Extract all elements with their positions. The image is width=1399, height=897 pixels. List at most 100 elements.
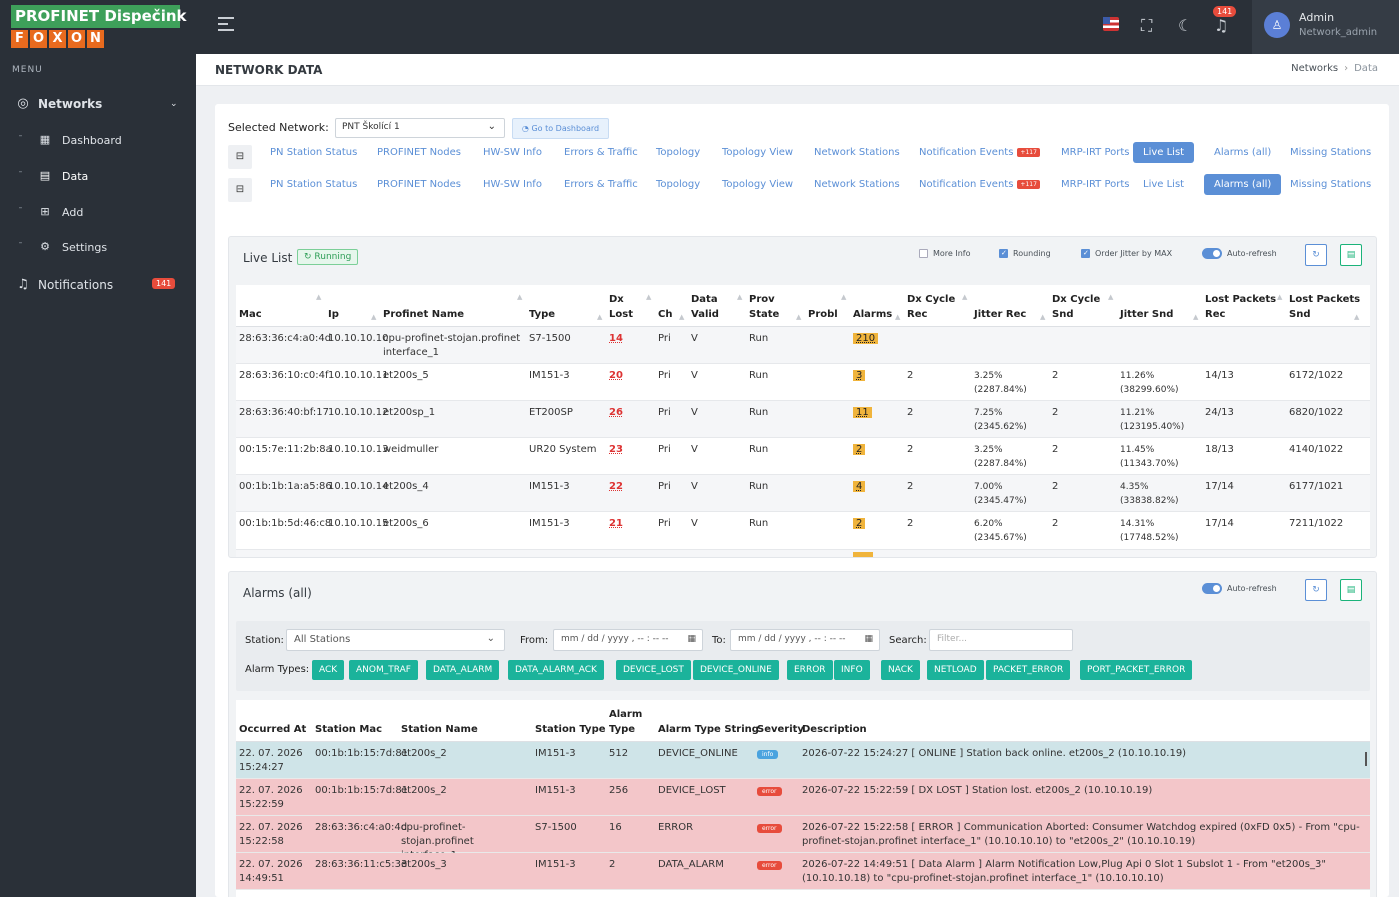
alarm-type-data-alarm-button[interactable]: DATA_ALARM: [426, 660, 500, 680]
alarm-count-badge[interactable]: 4: [853, 481, 866, 492]
sidebar-item-add[interactable]: ˉ ⊞ Add: [0, 205, 196, 219]
alarm-type-anom-traf-button[interactable]: ANOM_TRAF: [349, 660, 418, 680]
order-jitter-checkbox[interactable]: Order Jitter by MAX: [1081, 249, 1172, 258]
tab-topology[interactable]: Topology: [646, 174, 710, 195]
alarm-type-packet-error-button[interactable]: PACKET_ERROR: [986, 660, 1071, 680]
column-header[interactable]: Lost Packets Snd: [1289, 294, 1361, 320]
table-row[interactable]: 28:63:36:c4:a0:4d 10.10.10.10 cpu-profinet…: [236, 327, 1370, 364]
column-header[interactable]: Alarm Type: [609, 709, 643, 735]
alarm-type-info-button[interactable]: INFO: [834, 660, 870, 680]
column-header[interactable]: Data Valid: [691, 294, 719, 320]
sort-icon[interactable]: ▲: [316, 293, 322, 301]
sort-icon[interactable]: ▲: [679, 313, 685, 321]
rounding-checkbox[interactable]: Rounding: [999, 249, 1051, 258]
alarm-count-badge[interactable]: 210: [853, 333, 879, 344]
alarm-count-badge[interactable]: 2: [853, 518, 866, 529]
dx-lost-value[interactable]: 14: [609, 333, 623, 344]
tab-row-toggle-icon[interactable]: ⊟: [228, 145, 252, 169]
tab-hw-sw-info[interactable]: HW-SW Info: [473, 142, 552, 163]
alarm-count-badge[interactable]: 2: [853, 444, 866, 455]
dx-lost-value[interactable]: 22: [609, 481, 623, 492]
sort-icon[interactable]: ▲: [737, 293, 743, 301]
tab-missing-stations[interactable]: Missing Stations: [1280, 174, 1381, 195]
sidebar-item-networks[interactable]: ◎ Networks ⌄: [0, 96, 196, 112]
fullscreen-icon[interactable]: ⛶: [1141, 16, 1153, 35]
bell-icon[interactable]: ♫: [1214, 16, 1229, 35]
sort-icon[interactable]: ▲: [841, 293, 847, 301]
table-row[interactable]: 22. 07. 2026 14:49:51 28:63:36:11:c5:33 et2…: [236, 853, 1370, 890]
column-header[interactable]: Jitter Rec: [974, 309, 1027, 320]
tab-row-toggle-icon[interactable]: ⊟: [228, 178, 252, 202]
column-header[interactable]: Station Type: [535, 724, 606, 735]
column-header[interactable]: Occurred At: [239, 724, 307, 735]
dx-lost-value[interactable]: 21: [609, 518, 623, 529]
dx-lost-value[interactable]: 23: [609, 444, 623, 455]
sidebar-item-settings[interactable]: ˉ ⚙ Settings: [0, 240, 196, 254]
sidebar-item-data[interactable]: ˉ ▤ Data: [0, 169, 196, 183]
table-row[interactable]: 22. 07. 2026 15:22:58 28:63:36:c4:a0:4d cpu…: [236, 816, 1370, 861]
tab-pn-station-status[interactable]: PN Station Status: [260, 142, 367, 163]
sort-icon[interactable]: ▲: [597, 313, 603, 321]
column-header[interactable]: Dx Cycle Snd: [1052, 294, 1101, 320]
alarm-count-badge[interactable]: 11: [853, 407, 872, 418]
alarm-type-data-alarm-ack-button[interactable]: DATA_ALARM_ACK: [508, 660, 604, 680]
flag-us-icon[interactable]: [1103, 17, 1119, 31]
alarm-type-error-button[interactable]: ERROR: [787, 660, 833, 680]
column-header[interactable]: Type: [529, 309, 556, 320]
alarm-type-device-online-button[interactable]: DEVICE_ONLINE: [693, 660, 779, 680]
column-header[interactable]: Dx Cycle Rec: [907, 294, 956, 320]
tab-topology-view[interactable]: Topology View: [712, 142, 803, 163]
moon-icon[interactable]: ☾: [1178, 16, 1193, 35]
column-header[interactable]: Alarm Type String: [658, 724, 759, 735]
column-header[interactable]: Ip: [328, 309, 339, 320]
table-row[interactable]: 22. 07. 2026 15:22:59 00:1b:1b:15:7d:81 et2…: [236, 779, 1370, 816]
dx-lost-value[interactable]: 20: [609, 370, 623, 381]
column-header[interactable]: Mac: [239, 309, 262, 320]
breadcrumb-networks[interactable]: Networks: [1291, 63, 1339, 74]
tab-mrp-irt-ports[interactable]: MRP-IRT Ports: [1051, 174, 1140, 195]
from-datetime-input[interactable]: mm / dd / yyyy , -- : -- -- ▦: [553, 629, 703, 651]
column-header[interactable]: Ch: [658, 309, 673, 320]
alarm-type-ack-button[interactable]: ACK: [312, 660, 345, 680]
auto-refresh-toggle[interactable]: Auto-refresh: [1202, 583, 1277, 594]
column-header[interactable]: Severity: [757, 724, 804, 735]
column-header[interactable]: Station Mac: [315, 724, 383, 735]
tab-topology-view[interactable]: Topology View: [712, 174, 803, 195]
tab-notification-events[interactable]: Notification Events +117: [909, 142, 1050, 163]
sort-icon[interactable]: ▲: [1354, 313, 1360, 321]
table-row[interactable]: 00:15:7e:11:2b:8a 10.10.10.13 weidmuller UR…: [236, 438, 1370, 475]
sort-icon[interactable]: ▲: [371, 313, 377, 321]
menu-toggle-icon[interactable]: [218, 17, 234, 35]
sidebar-item-notifications[interactable]: ♫ Notifications 141: [0, 278, 196, 292]
tab-missing-stations[interactable]: Missing Stations: [1280, 142, 1381, 163]
auto-refresh-toggle[interactable]: Auto-refresh: [1202, 248, 1277, 259]
column-header[interactable]: Description: [802, 724, 867, 735]
column-header[interactable]: Jitter Snd: [1120, 309, 1174, 320]
scrollbar-thumb[interactable]: [1365, 752, 1367, 766]
user-menu[interactable]: ♙ Admin Network_admin: [1252, 0, 1399, 54]
table-row[interactable]: 28:63:36:10:c0:4f 10.10.10.11 et200s_5 IM15…: [236, 364, 1370, 401]
tab-live-list[interactable]: Live List: [1133, 142, 1195, 163]
column-header[interactable]: Alarms: [853, 309, 893, 320]
refresh-button[interactable]: ↻: [1305, 244, 1327, 266]
tab-errors-traffic[interactable]: Errors & Traffic: [554, 174, 648, 195]
sort-icon[interactable]: ▲: [1108, 293, 1114, 301]
column-header[interactable]: Prov State: [749, 294, 780, 320]
table-row[interactable]: 00:1b:1b:1a:a5:86 10.10.10.14 et200s_4 IM15…: [236, 475, 1370, 512]
sort-icon[interactable]: ▲: [895, 313, 901, 321]
tab-profinet-nodes[interactable]: PROFINET Nodes: [367, 142, 471, 163]
sort-icon[interactable]: ▲: [1193, 313, 1199, 321]
alarm-type-device-lost-button[interactable]: DEVICE_LOST: [616, 660, 691, 680]
alarm-count-badge[interactable]: 3: [853, 370, 866, 381]
table-row[interactable]: 22. 07. 2026 15:24:27 00:1b:1b:15:7d:81 et2…: [236, 742, 1370, 779]
table-row[interactable]: 00:1b:1b:5d:46:c8 10.10.10.15 et200s_6 IM15…: [236, 512, 1370, 550]
sort-icon[interactable]: ▲: [517, 293, 523, 301]
tab-network-stations[interactable]: Network Stations: [804, 142, 910, 163]
dx-lost-value[interactable]: 26: [609, 407, 623, 418]
more-info-checkbox[interactable]: More Info: [919, 249, 971, 258]
column-header[interactable]: Dx Lost: [609, 294, 633, 320]
sort-icon[interactable]: ▲: [962, 293, 968, 301]
alarm-type-nack-button[interactable]: NACK: [881, 660, 920, 680]
sidebar-item-dashboard[interactable]: ˉ ▦ Dashboard: [0, 133, 196, 147]
